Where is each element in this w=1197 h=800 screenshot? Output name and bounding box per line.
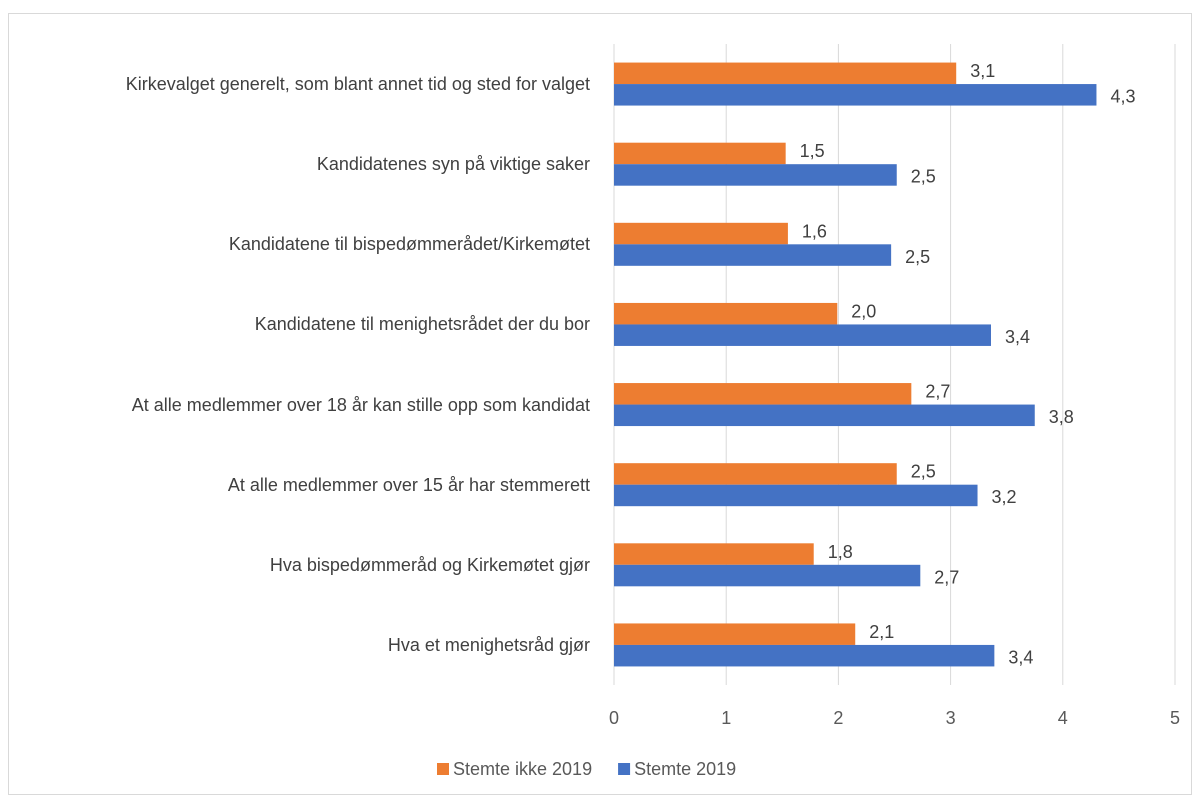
chart-border [8,13,1192,795]
bar [614,324,991,346]
bar [614,543,814,565]
bar [614,244,892,266]
category-label: Hva et menighetsråd gjør [387,634,590,655]
value-label: 3,4 [1005,327,1030,347]
value-label: 2,1 [869,622,894,642]
value-label: 2,5 [905,247,930,267]
x-tick-label: 3 [946,708,956,728]
bar [614,62,957,85]
value-label: 2,5 [911,167,936,187]
bar [614,484,978,507]
value-label: 3,4 [1008,647,1033,667]
value-label: 1,5 [800,141,825,161]
legend-swatch [618,763,631,775]
category-label: Hva bispedømmeråd og Kirkemøtet gjør [269,554,590,575]
legend-label: Stemte ikke 2019 [453,759,592,779]
value-label: 4,3 [1110,87,1135,107]
category-label: At alle medlemmer over 15 år har stemmer… [227,474,590,495]
category-label: Kandidatene til menighetsrådet der du bo… [254,314,590,335]
value-label: 3,1 [970,61,995,81]
bar [614,644,995,667]
x-tick-label: 5 [1170,708,1180,728]
value-label: 3,2 [992,487,1017,507]
bar [614,623,856,645]
value-label: 2,5 [911,462,936,482]
x-tick-label: 0 [609,708,619,728]
bar [614,383,912,405]
value-label: 1,6 [802,221,827,241]
bar [614,302,838,325]
value-label: 2,7 [925,382,950,402]
legend-label: Stemte 2019 [634,759,736,779]
x-tick-label: 1 [721,708,731,728]
category-label: Kandidatene til bispedømmerådet/Kirkemøt… [228,234,590,255]
category-label: At alle medlemmer over 18 år kan stille … [131,394,590,415]
bar [614,404,1035,427]
bar [614,84,1097,106]
category-label: Kirkevalget generelt, som blant annet ti… [125,74,590,95]
value-label: 2,0 [851,301,876,321]
bar [614,564,921,587]
bar [614,222,788,245]
category-label: Kandidatenes syn på viktige saker [316,154,590,175]
bar [614,463,897,485]
value-label: 1,8 [828,542,853,562]
value-label: 3,8 [1049,407,1074,427]
legend-swatch [437,763,449,775]
bar [614,142,786,165]
x-tick-label: 4 [1058,708,1068,728]
bar [614,164,897,186]
x-tick-label: 2 [833,708,843,728]
value-label: 2,7 [934,567,959,587]
